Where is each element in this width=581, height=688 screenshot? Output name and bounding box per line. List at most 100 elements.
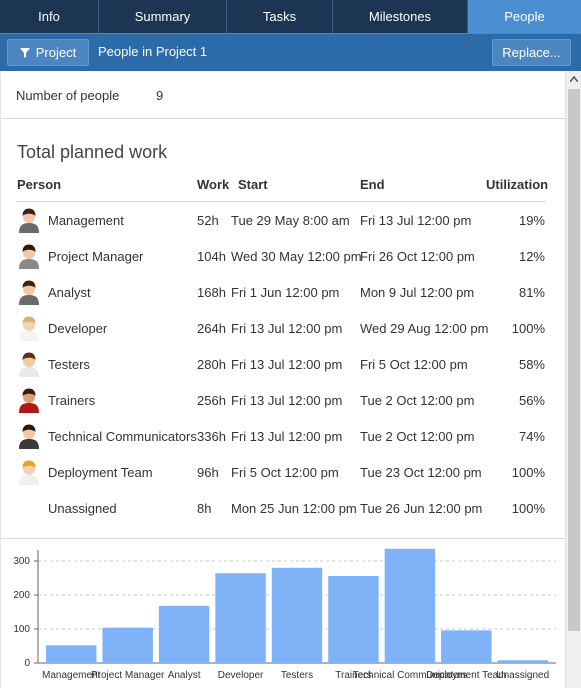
woman-dark-hair-icon	[19, 280, 39, 305]
end-date: Tue 26 Jun 12:00 pm	[360, 501, 483, 516]
man-light-hair-icon	[19, 316, 39, 341]
utilization-value: 100%	[511, 321, 545, 336]
woman-red-shirt-icon	[19, 388, 39, 413]
tab-milestones[interactable]: Milestones	[333, 0, 468, 33]
person-name: Unassigned	[48, 501, 117, 516]
table-row[interactable]: Trainers 256h Fri 13 Jul 12:00 pm Tue 2 Oct…	[1, 382, 565, 418]
end-date: Fri 13 Jul 12:00 pm	[360, 213, 472, 228]
end-date: Tue 23 Oct 12:00 pm	[360, 465, 482, 480]
table-row[interactable]: Deployment Team 96h Fri 5 Oct 12:00 pm Tue …	[1, 454, 565, 490]
work-value: 168h	[197, 285, 226, 300]
person-name: Project Manager	[48, 249, 144, 264]
end-date: Fri 5 Oct 12:00 pm	[360, 357, 468, 372]
bar	[215, 573, 266, 663]
person-name: Testers	[48, 357, 90, 372]
utilization-value: 81%	[518, 285, 545, 300]
tab-summary[interactable]: Summary	[99, 0, 227, 33]
divider	[1, 118, 565, 119]
work-chart: 0 100 200 300 Management Project Manager Analy…	[1, 539, 565, 688]
person-name: Analyst	[48, 285, 91, 300]
table-row[interactable]: Developer 264h Fri 13 Jul 12:00 pm Wed 29 A…	[1, 310, 565, 346]
bar	[384, 548, 436, 663]
person-name: Technical Communicators	[48, 429, 197, 444]
work-value: 280h	[197, 357, 226, 372]
start-date: Fri 1 Jun 12:00 pm	[231, 285, 340, 300]
start-date: Mon 25 Jun 12:00 pm	[231, 501, 357, 516]
table-row[interactable]: Management 52h Tue 29 May 8:00 am Fri 13 Ju…	[1, 202, 565, 238]
column-header-end: End	[360, 177, 385, 192]
divider	[1, 538, 565, 539]
chevron-up-icon	[570, 76, 578, 82]
y-tick-label: 100	[13, 624, 30, 635]
x-tick-label: Analyst	[168, 670, 201, 681]
person-name: Management	[48, 213, 124, 228]
bar	[497, 660, 548, 663]
column-header-work: Work	[197, 177, 230, 192]
table-row[interactable]: Testers 280h Fri 13 Jul 12:00 pm Fri 5 Oct …	[1, 346, 565, 382]
utilization-value: 56%	[518, 393, 545, 408]
end-date: Tue 2 Oct 12:00 pm	[360, 429, 475, 444]
start-date: Fri 13 Jul 12:00 pm	[231, 429, 343, 444]
scroll-up-button[interactable]	[566, 71, 581, 87]
tab-people[interactable]: People	[468, 0, 581, 33]
work-value: 256h	[197, 393, 226, 408]
woman-brown-hair-icon	[19, 352, 39, 377]
end-date: Fri 26 Oct 12:00 pm	[360, 249, 475, 264]
x-tick-label: Project Manager	[91, 670, 165, 681]
x-tick-label: Management	[42, 670, 101, 681]
end-date: Tue 2 Oct 12:00 pm	[360, 393, 475, 408]
work-value: 336h	[197, 429, 226, 444]
man-dark-suit-icon	[19, 424, 39, 449]
bar	[102, 627, 153, 663]
bar	[46, 645, 97, 663]
people-panel: Number of people 9 Total planned work Pe…	[0, 71, 565, 688]
header-divider	[16, 201, 546, 202]
column-header-utilization: Utilization	[486, 177, 549, 192]
replace-button[interactable]: Replace...	[492, 39, 571, 66]
bar	[328, 575, 379, 663]
utilization-value: 19%	[518, 213, 545, 228]
people-count-value: 9	[156, 88, 164, 103]
man-dark-hair-icon	[19, 244, 39, 269]
section-title: Total planned work	[17, 142, 168, 162]
column-header-start: Start	[238, 177, 268, 192]
scroll-thumb[interactable]	[568, 89, 580, 631]
x-tick-label: Unassigned	[496, 670, 549, 681]
start-date: Wed 30 May 12:00 pm	[231, 249, 362, 264]
project-filter-button[interactable]: Project	[7, 39, 89, 66]
work-value: 8h	[197, 501, 212, 516]
worker-hardhat-icon	[19, 460, 39, 485]
start-date: Tue 29 May 8:00 am	[231, 213, 350, 228]
start-date: Fri 13 Jul 12:00 pm	[231, 321, 343, 336]
bar	[441, 630, 492, 663]
y-tick-label: 0	[24, 658, 30, 669]
toolbar-title: People in Project 1	[98, 44, 208, 59]
tab-info[interactable]: Info	[0, 0, 99, 33]
utilization-value: 100%	[511, 501, 545, 516]
utilization-value: 74%	[518, 429, 545, 444]
person-name: Trainers	[48, 393, 96, 408]
start-date: Fri 13 Jul 12:00 pm	[231, 393, 343, 408]
vertical-scrollbar[interactable]	[565, 71, 581, 688]
end-date: Mon 9 Jul 12:00 pm	[360, 285, 475, 300]
table-row[interactable]: Project Manager 104h Wed 30 May 12:00 pm Fr…	[1, 238, 565, 274]
work-value: 264h	[197, 321, 226, 336]
project-filter-label: Project	[35, 45, 77, 60]
work-value: 96h	[197, 465, 219, 480]
tab-bar: Info Summary Tasks Milestones People	[0, 0, 581, 33]
y-tick-label: 200	[13, 590, 30, 601]
utilization-value: 12%	[518, 249, 545, 264]
table-row[interactable]: Technical Communicators 336h Fri 13 Jul 12…	[1, 418, 565, 454]
start-date: Fri 5 Oct 12:00 pm	[231, 465, 339, 480]
table-row[interactable]: Analyst 168h Fri 1 Jun 12:00 pm Mon 9 Jul 1…	[1, 274, 565, 310]
toolbar: Project People in Project 1 Replace...	[0, 33, 581, 71]
column-header-person: Person	[17, 177, 62, 192]
table-row[interactable]: Unassigned 8h Mon 25 Jun 12:00 pm Tue 26 Ju…	[1, 490, 565, 526]
people-count-label: Number of people	[16, 88, 120, 103]
x-tick-label: Trainers	[335, 670, 371, 681]
start-date: Fri 13 Jul 12:00 pm	[231, 357, 343, 372]
tab-tasks[interactable]: Tasks	[227, 0, 333, 33]
work-value: 104h	[197, 249, 226, 264]
person-name: Developer	[48, 321, 108, 336]
